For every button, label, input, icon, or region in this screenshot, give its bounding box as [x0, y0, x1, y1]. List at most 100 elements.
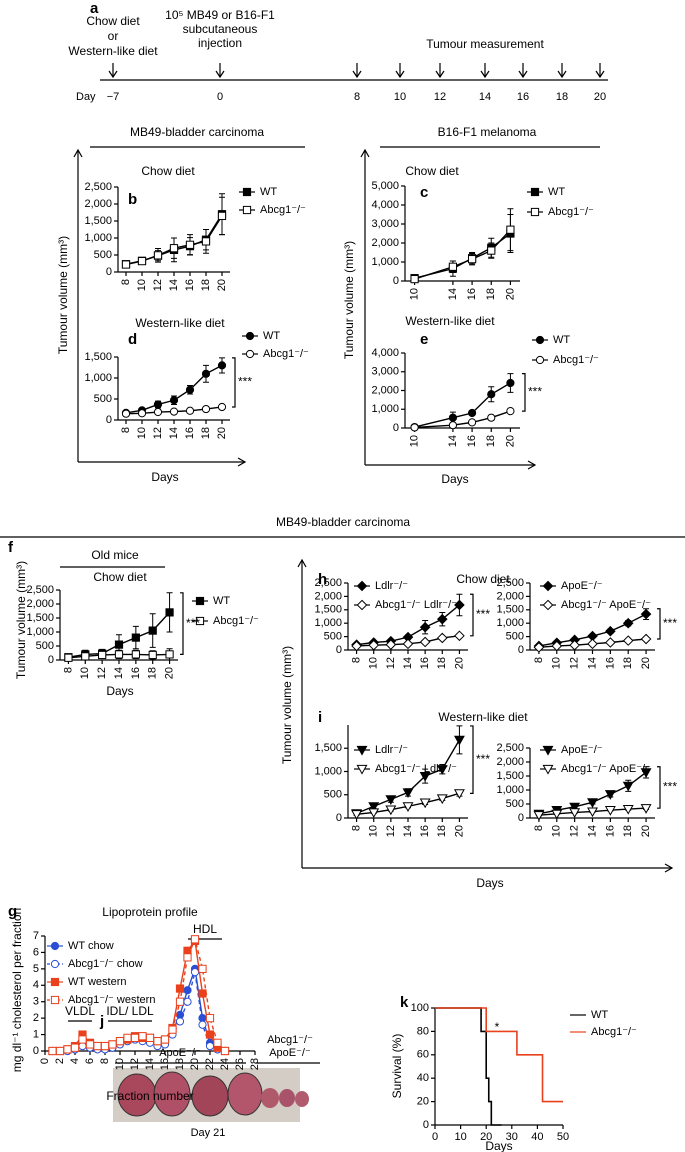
x-tick-label: 10 [408, 288, 420, 300]
legend-marker [50, 959, 60, 969]
legend-label: ApoE⁻/⁻ [561, 744, 603, 756]
chart-title: Western-like diet [405, 314, 495, 328]
marker [201, 404, 211, 414]
legend-marker [50, 995, 60, 1005]
legend-marker [530, 207, 540, 217]
x-tick-label: 8 [120, 427, 132, 433]
marker [506, 407, 515, 416]
marker [453, 789, 465, 799]
timeline-day: 18 [556, 91, 568, 103]
x-tick-label: 16 [604, 657, 616, 669]
timeline-note: or [108, 29, 119, 43]
x-tick-label: 14 [447, 288, 459, 300]
y-tick-label: 4,000 [371, 347, 399, 359]
x-tick-label: 18 [485, 435, 497, 447]
x-tick-label: 16 [466, 435, 478, 447]
marker [569, 802, 581, 813]
marker [448, 421, 458, 430]
legend-marker [535, 335, 545, 345]
marker [145, 1033, 155, 1042]
marker [419, 636, 431, 648]
legend-label: WT [263, 330, 280, 342]
legend-marker [356, 599, 368, 611]
y-tick-label: 3 [33, 996, 39, 1008]
legend-marker [50, 977, 60, 987]
timeline-day: −7 [107, 91, 120, 103]
legend-label: WT [260, 186, 277, 198]
marker [153, 251, 163, 260]
marker [148, 626, 157, 635]
arrow-head [237, 457, 247, 467]
x-tick-label: 16 [419, 657, 431, 669]
marker [198, 989, 207, 998]
significance-bracket [657, 608, 661, 640]
marker [604, 790, 616, 800]
legend-label: WT [553, 334, 570, 346]
y-tick-label: 0 [48, 654, 54, 666]
y-tick-label: 500 [506, 631, 524, 643]
significance-bracket [657, 766, 661, 809]
marker [385, 805, 397, 816]
legend-label: Ldlr⁻/⁻ [375, 744, 408, 756]
marker [551, 640, 563, 652]
timeline-note: subcutaneous [183, 22, 258, 36]
marker [78, 1035, 87, 1044]
significance: *** [476, 752, 490, 766]
chart-title: Chow diet [456, 572, 510, 586]
significance: *** [238, 375, 252, 389]
legend-label: Abcg1⁻/⁻ [263, 348, 309, 360]
x-tick-label: 18 [200, 279, 212, 291]
x-tick-label: 20 [189, 1058, 201, 1070]
marker [436, 765, 448, 775]
chart-title: Lipoprotein profile [102, 905, 198, 919]
legend-marker [356, 580, 368, 592]
x-tick-label: 20 [453, 657, 465, 669]
x-tick-label: 18 [436, 825, 448, 837]
x-tick-label: 10 [551, 657, 563, 669]
x-tick-label: 12 [569, 657, 581, 669]
marker [419, 621, 431, 633]
marker [137, 257, 147, 266]
marker [419, 798, 431, 809]
marker [55, 1046, 65, 1056]
marker [108, 1040, 117, 1049]
marker [198, 964, 207, 973]
marker [640, 768, 652, 778]
tumour [279, 1089, 295, 1107]
y-tick-label: 0 [336, 644, 342, 656]
marker [385, 795, 397, 806]
x-tick-label: 10 [368, 657, 380, 669]
y-tick-label: 1,500 [84, 351, 112, 363]
legend-label: Abcg1⁻/⁻ [591, 1026, 637, 1038]
y-tick-label: 100 [411, 1002, 429, 1014]
timeline-note: Western-like diet [68, 44, 158, 58]
timeline-day: 16 [517, 91, 529, 103]
significance: *** [528, 385, 542, 399]
x-tick-label: 30 [506, 1131, 518, 1143]
y-tick-label: 0 [336, 812, 342, 824]
x-tick-label: 10 [114, 1058, 126, 1070]
x-tick-label: 40 [531, 1131, 543, 1143]
legend-label: Abcg1⁻/⁻ [548, 206, 594, 218]
x-tick-label: 16 [130, 667, 142, 679]
photo-caption: Day 21 [191, 1127, 226, 1139]
arrow-head [557, 70, 567, 79]
marker [93, 1041, 102, 1051]
marker [175, 997, 185, 1006]
marker [205, 1014, 215, 1023]
marker [114, 640, 124, 649]
timeline-day: 14 [479, 91, 491, 103]
x-tick-label: 50 [557, 1131, 569, 1143]
timeline-note: Chow diet [86, 14, 140, 28]
axis-title: Days [476, 876, 503, 890]
y-tick-label: 1,000 [371, 403, 399, 415]
x-tick-label: 18 [436, 657, 448, 669]
x-tick-label: 12 [385, 825, 397, 837]
chart-title: Western-like diet [135, 316, 225, 330]
marker [64, 653, 73, 662]
x-tick-label: 10 [79, 667, 91, 679]
group-label: ApoE⁻/⁻ [269, 1047, 311, 1059]
y-tick-label: 2,000 [314, 590, 342, 602]
y-tick-label: 1,000 [496, 784, 524, 796]
x-tick-label: 18 [622, 657, 634, 669]
